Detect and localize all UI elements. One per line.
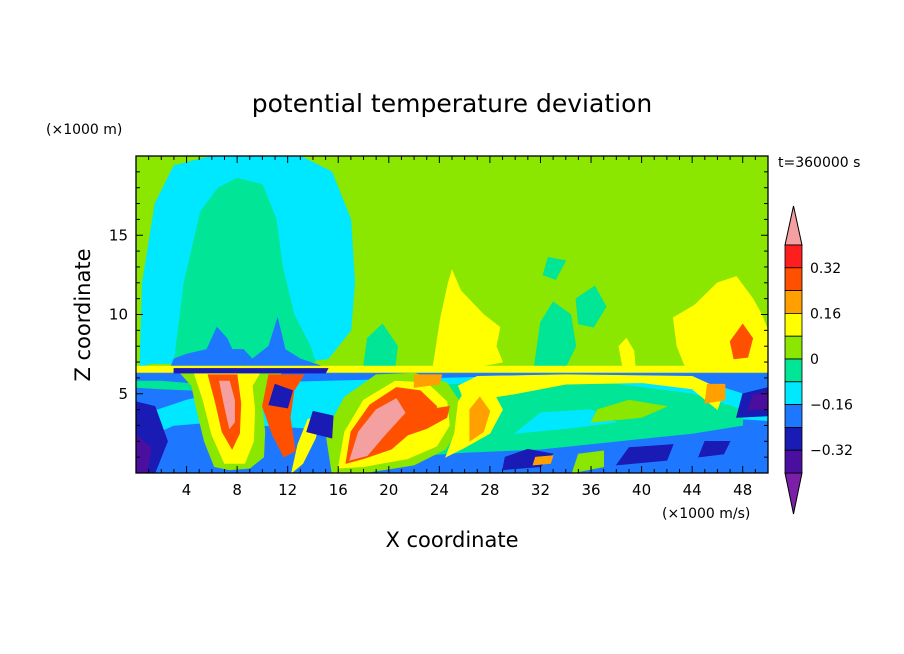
colorbar-box-2 [784, 290, 803, 314]
y-tick-label-10: 10 [109, 306, 128, 324]
x-axis-label: X coordinate [385, 528, 518, 552]
x-tick-label-12: 12 [278, 481, 297, 499]
plot-frame [135, 155, 769, 474]
contour-region-6 [575, 285, 607, 328]
contour-region-40 [698, 440, 731, 458]
time-label: t=360000 s [778, 155, 860, 171]
x-tick-label-24: 24 [430, 481, 449, 499]
y-tick-label-15: 15 [109, 226, 128, 244]
colorbar-box-7 [784, 404, 803, 428]
contour-region-44 [571, 450, 605, 473]
contour-region-42 [747, 391, 768, 410]
x-tick-label-8: 8 [232, 481, 242, 499]
colorbar-box-4 [784, 335, 803, 360]
y-axis: 5 10 15 [109, 171, 768, 458]
colorbar-box-1 [784, 267, 803, 291]
contour-region-3 [169, 316, 326, 369]
contour-region-39 [615, 444, 674, 466]
x-tick-label-40: 40 [632, 481, 651, 499]
colorbar-label-4: −0.32 [810, 443, 853, 459]
contour-region-2 [173, 177, 316, 364]
colorbar-upper-extension [784, 205, 803, 246]
y-unit-label: (×1000 m) [46, 122, 122, 138]
plot-area [136, 156, 768, 473]
contour-region-38 [532, 455, 554, 466]
y-tick-label-5: 5 [118, 385, 128, 403]
contour-region-23 [219, 380, 235, 430]
colorbar-label-3: −0.16 [810, 398, 853, 414]
colorbar-label-1: 0.16 [810, 306, 841, 322]
x-tick-label-20: 20 [379, 481, 398, 499]
colorbar-box-3 [784, 312, 803, 337]
x-unit-label: (×1000 m/s) [662, 506, 750, 522]
colorbar-box-5 [784, 358, 803, 383]
x-tick-label-28: 28 [480, 481, 499, 499]
x-tick-label-44: 44 [683, 481, 702, 499]
contour-region-36 [268, 383, 294, 409]
colorbar-lower-extension [784, 472, 803, 515]
x-tick-label-32: 32 [531, 481, 550, 499]
contour-region-34 [136, 434, 152, 473]
contour-region-7 [542, 257, 567, 280]
x-axis: 4 8 12 16 20 24 28 32 36 40 44 48 [148, 156, 756, 499]
chart-title: potential temperature deviation [252, 89, 652, 118]
contour-region-35 [306, 410, 334, 439]
contour-region-45 [413, 374, 443, 388]
x-tick-label-4: 4 [182, 481, 192, 499]
colorbar-label-0: 0.32 [810, 261, 841, 277]
contour-region-29 [349, 398, 406, 461]
contour-region-8 [432, 269, 504, 368]
x-tick-label-16: 16 [329, 481, 348, 499]
x-tick-label-36: 36 [581, 481, 600, 499]
contour-region-31 [469, 396, 491, 442]
contour-region-46 [173, 368, 329, 374]
colorbar-box-0 [784, 244, 803, 269]
x-tick-label-48: 48 [733, 481, 752, 499]
contour-region-11 [729, 323, 754, 360]
y-axis-label: Z coordinate [71, 248, 95, 381]
contour-region-32 [398, 406, 450, 439]
colorbar-box-6 [784, 381, 803, 405]
colorbar-box-8 [784, 426, 803, 451]
colorbar-box-9 [784, 449, 803, 474]
colorbar: 0.32 0.16 0 −0.16 −0.32 [784, 205, 853, 515]
contour-region-17 [590, 399, 668, 423]
colorbar-label-2: 0 [810, 352, 819, 368]
contour-region-43 [704, 383, 726, 404]
